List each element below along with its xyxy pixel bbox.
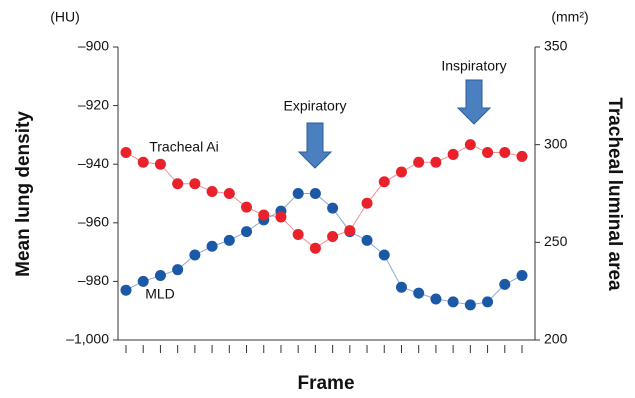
marker xyxy=(361,197,373,209)
marker xyxy=(378,176,390,188)
y2-axis-label: Tracheal luminal area xyxy=(604,97,625,291)
y2-tick-label: 300 xyxy=(544,135,568,151)
arrow xyxy=(297,122,333,169)
marker xyxy=(258,209,270,221)
marker xyxy=(241,226,253,238)
marker xyxy=(430,293,442,305)
marker xyxy=(327,202,339,214)
series-line xyxy=(125,193,523,306)
marker xyxy=(413,156,425,168)
y-tick-label: –960 xyxy=(78,214,109,230)
marker xyxy=(206,186,218,198)
marker xyxy=(499,278,511,290)
marker xyxy=(361,234,373,246)
marker xyxy=(292,188,304,199)
marker xyxy=(309,188,321,199)
y2-tick-label: 250 xyxy=(544,233,568,249)
marker xyxy=(137,156,149,168)
marker xyxy=(206,240,218,252)
y-tick-label: –920 xyxy=(78,96,109,112)
marker xyxy=(516,150,528,162)
y-tick-label: –980 xyxy=(78,272,109,288)
annotation: Expiratory xyxy=(283,98,346,114)
marker xyxy=(516,270,528,282)
annotation: Inspiratory xyxy=(441,58,506,74)
series-label: MLD xyxy=(145,286,175,302)
marker xyxy=(447,296,459,308)
y-axis-label: Mean lung density xyxy=(13,111,34,277)
marker xyxy=(413,287,425,299)
y-tick-label: –940 xyxy=(78,155,109,171)
marker xyxy=(327,230,339,242)
marker xyxy=(275,211,287,223)
y-tick-label: –1,000 xyxy=(66,331,109,347)
marker xyxy=(292,229,304,241)
marker xyxy=(464,299,476,311)
marker xyxy=(223,234,235,246)
series-label: Tracheal Ai xyxy=(149,139,219,155)
y2-tick-label: 200 xyxy=(544,331,568,347)
marker xyxy=(464,139,476,151)
marker xyxy=(137,275,149,287)
arrow xyxy=(456,79,492,125)
marker xyxy=(120,146,132,158)
marker xyxy=(344,225,356,237)
marker xyxy=(189,249,201,261)
series-line xyxy=(125,144,523,249)
x-axis-label: Frame xyxy=(297,373,354,394)
marker xyxy=(172,178,184,190)
marker xyxy=(430,156,442,168)
marker xyxy=(395,166,407,178)
marker xyxy=(223,188,235,199)
marker xyxy=(241,201,253,213)
y-tick-label: –900 xyxy=(78,38,109,54)
y2-tick-label: 350 xyxy=(544,38,568,54)
marker xyxy=(154,270,166,282)
marker xyxy=(378,249,390,261)
y2-unit: (mm²) xyxy=(551,9,588,25)
marker xyxy=(120,284,132,296)
y-unit: (HU) xyxy=(50,9,80,25)
marker xyxy=(395,281,407,293)
marker xyxy=(499,146,511,158)
marker xyxy=(172,264,184,276)
marker xyxy=(447,148,459,160)
marker xyxy=(154,158,166,170)
marker xyxy=(482,146,494,158)
marker xyxy=(482,296,494,308)
marker xyxy=(309,242,321,254)
marker xyxy=(189,178,201,190)
